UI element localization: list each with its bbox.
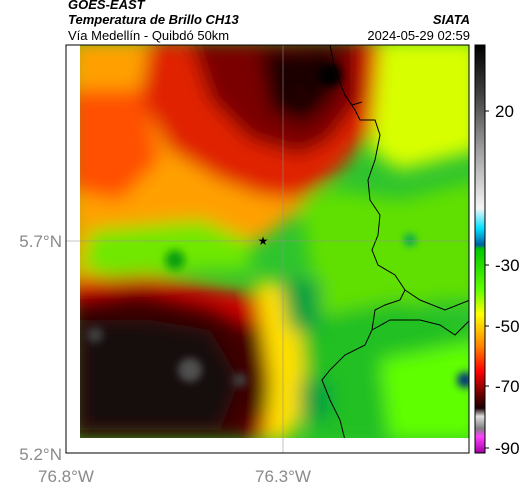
colorbar — [474, 44, 486, 454]
y-tick-label: 5.2°N — [19, 445, 62, 464]
colorbar-tick-label: -70 — [495, 377, 520, 396]
route-subtitle: Vía Medellín - Quibdó 50km — [68, 28, 230, 43]
brightness-temperature-field — [80, 45, 469, 438]
colorbar-tick-label: -30 — [495, 256, 520, 275]
colorbar-tick-label: -90 — [495, 439, 520, 458]
datetime-label: 2024-05-29 02:59 — [367, 28, 470, 43]
x-tick-label: 76.3°W — [255, 467, 311, 486]
location-star-marker: ★ — [258, 234, 269, 248]
agency-label: SIATA — [432, 12, 470, 27]
colorbar-tick-label: -50 — [495, 317, 520, 336]
y-tick-label: 5.7°N — [19, 232, 62, 251]
x-tick-label: 76.8°W — [38, 467, 94, 486]
satellite-title: GOES-EAST — [68, 0, 145, 12]
border-line — [321, 45, 406, 438]
colorbar-tick-label: 20 — [495, 102, 514, 121]
product-title: Temperatura de Brillo CH13 — [68, 12, 239, 27]
